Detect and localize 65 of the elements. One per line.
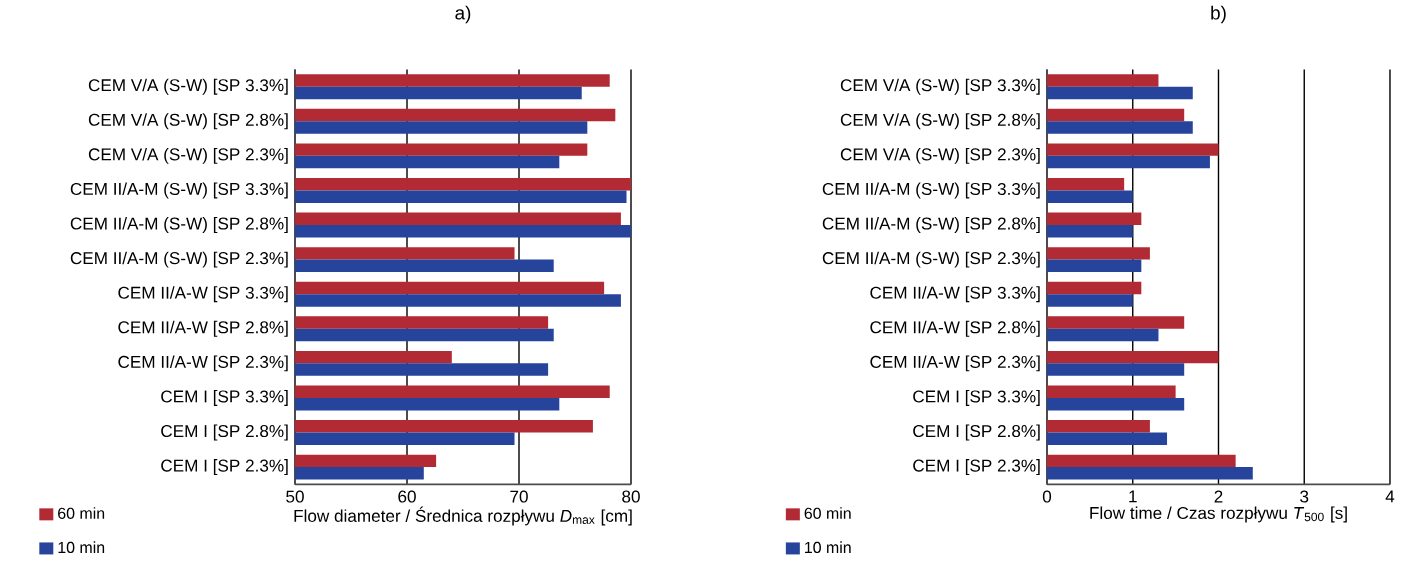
y-tick-label: CEM V/A (S-W) [SP 2.3%]	[88, 147, 288, 164]
bar	[1047, 212, 1142, 225]
bar	[1047, 281, 1142, 294]
bar	[1047, 246, 1150, 260]
y-tick-label: CEM V/A (S-W) [SP 2.8%]	[840, 113, 1040, 130]
bar	[1047, 316, 1185, 329]
y-tick-label: CEM I [SP 3.3%]	[161, 389, 288, 406]
chart-title: a)	[455, 5, 471, 24]
y-tick-label: CEM II/A-W [SP 2.3%]	[870, 355, 1040, 372]
bar	[1047, 224, 1133, 238]
x-tick-label: 3	[1300, 490, 1309, 503]
bar	[1047, 419, 1150, 433]
y-tick-label: CEM II/A-W [SP 3.3%]	[118, 285, 288, 302]
legend-label: 10 min	[58, 541, 105, 553]
y-tick-label: CEM V/A (S-W) [SP 3.3%]	[840, 78, 1040, 95]
bar	[1047, 397, 1185, 411]
bar	[1047, 466, 1253, 480]
x-tick-label: 1	[1129, 490, 1137, 503]
x-tick-label: 4	[1385, 490, 1395, 503]
bar	[1047, 259, 1142, 272]
bar	[1047, 385, 1176, 398]
x-axis-title: Flow diameter / Średnica rozpływu D$_{max}$ [cm]	[294, 506, 632, 526]
x-tick-label: 60	[398, 490, 416, 503]
x-tick-label: 70	[510, 490, 528, 503]
x-tick-label: 2	[1214, 490, 1223, 503]
y-tick-label: CEM II/A-W [SP 2.8%]	[118, 320, 288, 337]
y-tick-label: CEM V/A (S-W) [SP 2.3%]	[840, 147, 1040, 164]
bar	[1047, 155, 1210, 169]
y-tick-label: CEM I [SP 2.8%]	[161, 424, 288, 441]
y-tick-label: CEM V/A (S-W) [SP 2.8%]	[88, 113, 288, 130]
x-tick-label: 0	[1042, 490, 1052, 503]
y-tick-label: CEM II/A-W [SP 2.3%]	[118, 355, 288, 372]
bar	[1047, 74, 1159, 87]
y-tick-label: CEM II/A-W [SP 2.8%]	[870, 320, 1040, 337]
y-tick-label: CEM I [SP 2.3%]	[913, 458, 1040, 475]
x-axis-title: Flow time / Czas rozpływu T$_{500}$ [s]	[1090, 506, 1347, 523]
bar	[1047, 432, 1168, 445]
y-tick-label: CEM I [SP 3.3%]	[913, 389, 1040, 406]
bar	[1047, 177, 1125, 191]
bar	[1047, 454, 1236, 467]
bar	[1047, 108, 1185, 122]
bar	[1047, 293, 1133, 307]
y-tick-label: CEM II/A-W [SP 3.3%]	[870, 285, 1040, 302]
y-tick-label: CEM I [SP 2.8%]	[913, 424, 1040, 441]
y-tick-label: CEM II/A-M (S-W) [SP 2.3%]	[822, 251, 1040, 268]
y-tick-label: CEM II/A-M (S-W) [SP 2.8%]	[70, 216, 288, 233]
bar	[1047, 143, 1219, 156]
y-tick-label: CEM II/A-M (S-W) [SP 3.3%]	[70, 182, 288, 199]
y-tick-label: CEM I [SP 2.3%]	[161, 458, 288, 475]
legend-label: 60 min	[804, 507, 851, 519]
bar	[1047, 363, 1185, 376]
chart-title: b)	[1211, 5, 1226, 24]
y-tick-label: CEM II/A-M (S-W) [SP 2.8%]	[822, 216, 1040, 233]
legend-label: 10 min	[805, 541, 851, 553]
bar	[1047, 121, 1193, 134]
bar	[1047, 350, 1219, 364]
bar	[1047, 86, 1193, 99]
x-tick-label: 80	[622, 490, 640, 503]
bar	[1047, 328, 1159, 341]
y-tick-label: CEM V/A (S-W) [SP 3.3%]	[88, 78, 288, 95]
x-tick-label: 50	[286, 490, 304, 503]
legend-label: 60 min	[58, 507, 105, 519]
y-tick-label: CEM II/A-M (S-W) [SP 3.3%]	[822, 182, 1040, 199]
bar	[1047, 190, 1133, 203]
y-tick-label: CEM II/A-M (S-W) [SP 2.3%]	[70, 251, 288, 268]
